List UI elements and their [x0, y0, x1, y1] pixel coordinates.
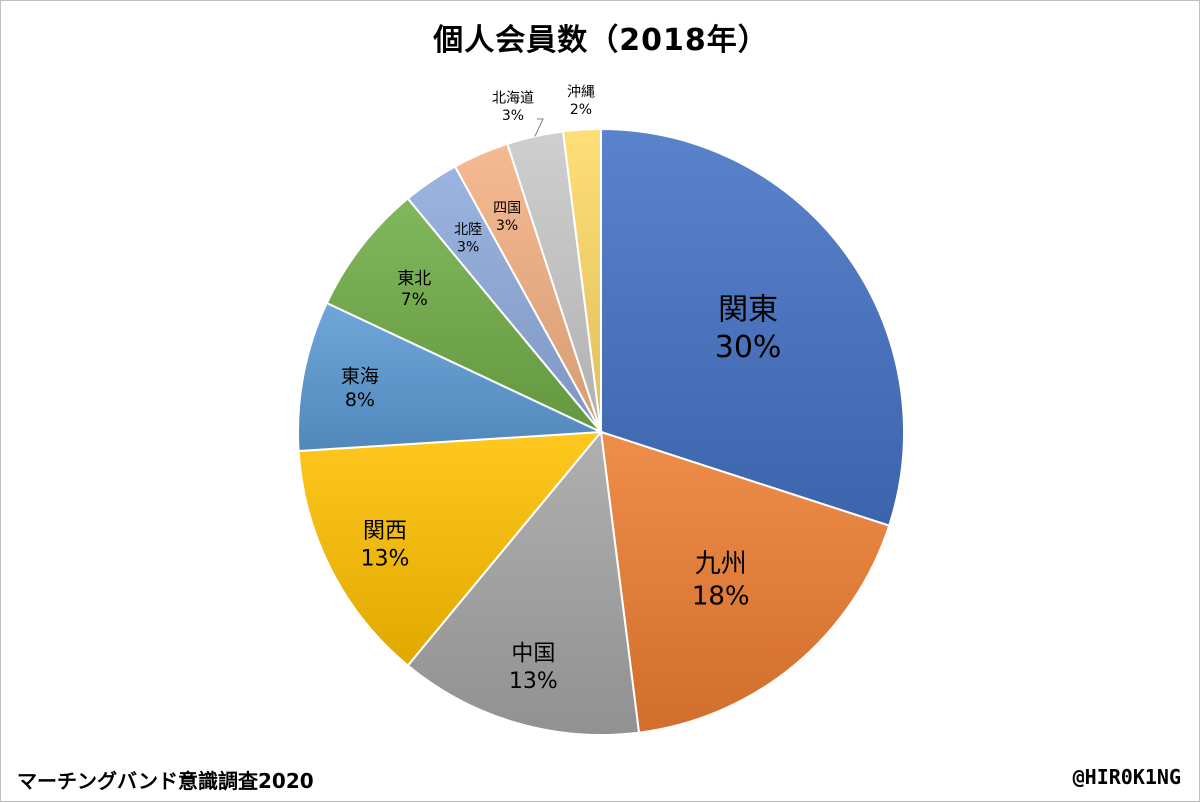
slice-label-4: 関西	[363, 519, 407, 544]
slice-label-3: 中国	[511, 642, 555, 667]
slice-label-9: 北海道	[492, 90, 534, 106]
leader-lines	[534, 118, 544, 137]
survey-name: マーチングバンド意識調査2020	[17, 769, 314, 793]
slice-label-1: 関東	[718, 293, 778, 328]
slice-percent-8: 3%	[496, 218, 518, 234]
pie-slice-1	[600, 127, 905, 527]
pie-slice-4	[297, 430, 604, 667]
slice-label-6: 東北	[397, 269, 431, 289]
slice-percent-9: 3%	[502, 108, 524, 124]
slice-percent-4: 13%	[361, 546, 410, 571]
slice-percent-3: 13%	[509, 669, 558, 694]
pie-slice-3	[406, 429, 641, 736]
chart-title: 個人会員数（2018年）	[433, 23, 769, 58]
pie-slice-6	[325, 197, 602, 433]
leader-line-9	[534, 118, 544, 137]
data-labels: 関東30%九州18%中国13%関西13%東海8%東北7%北陸3%四国3%北海道3…	[341, 84, 782, 694]
slice-label-8: 四国	[493, 200, 521, 216]
slice-label-10: 沖縄	[567, 84, 595, 100]
pie-slices	[297, 127, 905, 736]
pie-slice-10	[561, 127, 602, 433]
slice-percent-10: 2%	[570, 102, 592, 118]
slice-percent-6: 7%	[401, 290, 428, 310]
pie-slice-5	[297, 301, 602, 453]
slice-label-5: 東海	[341, 365, 379, 387]
slice-percent-5: 8%	[345, 389, 375, 411]
slice-label-2: 九州	[695, 549, 747, 579]
slice-percent-2: 18%	[692, 581, 750, 611]
slice-percent-7: 3%	[457, 239, 479, 255]
slice-label-7: 北陸	[454, 222, 482, 238]
pie-slice-2	[599, 430, 891, 734]
slice-percent-1: 30%	[715, 330, 782, 365]
author-handle: @HIR0K1NG	[1072, 765, 1181, 789]
